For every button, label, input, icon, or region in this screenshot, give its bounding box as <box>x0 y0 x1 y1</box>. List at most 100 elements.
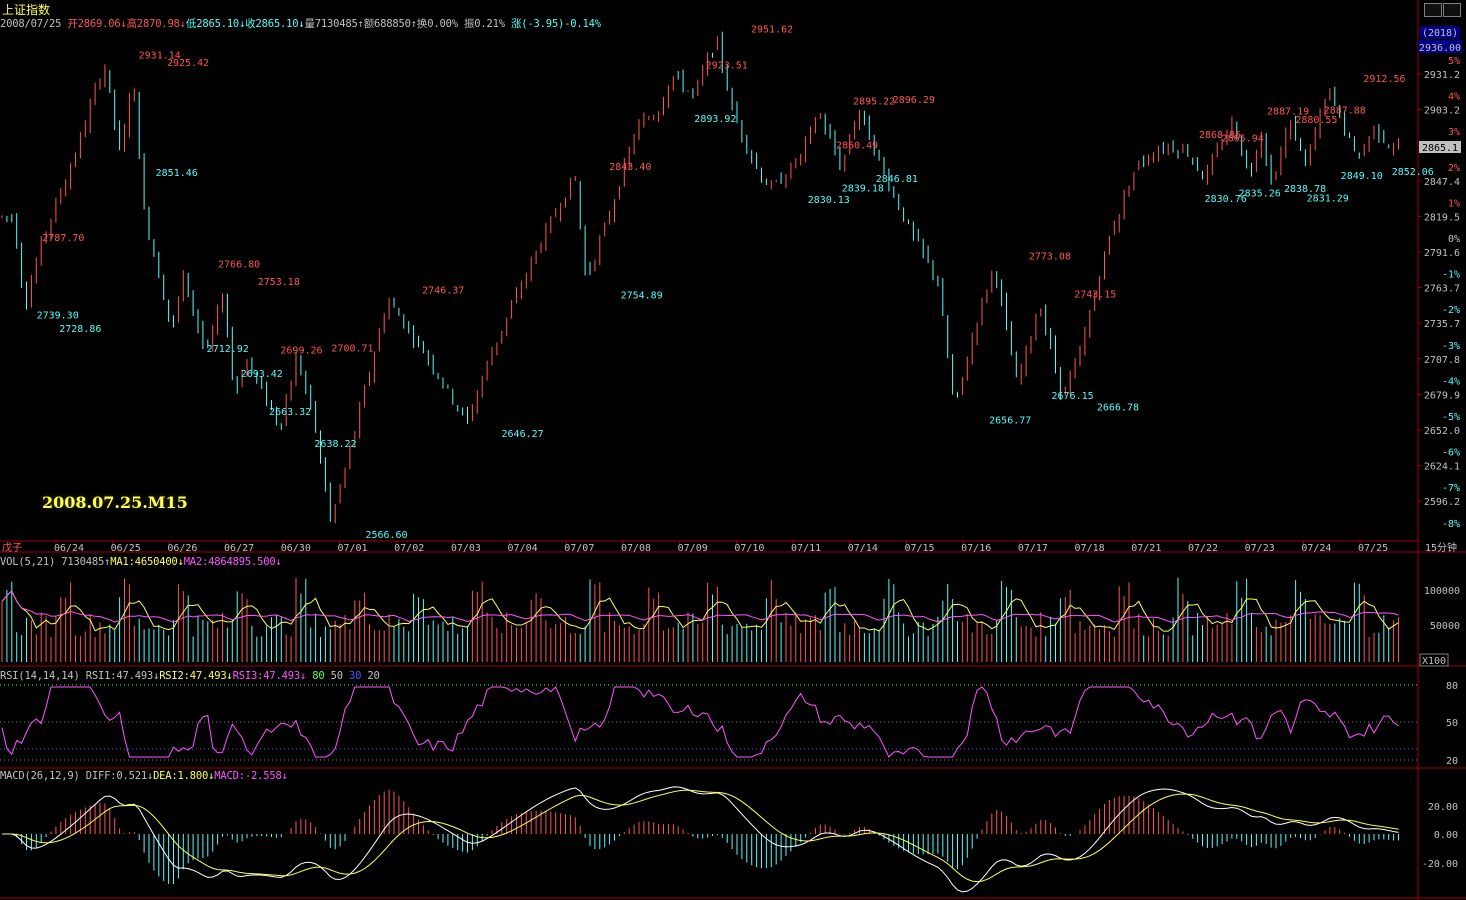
date-label: 07/24 <box>1301 543 1331 554</box>
price-annotation: 2830.76 <box>1205 194 1247 205</box>
window-toggle-icon[interactable] <box>1424 3 1442 17</box>
date-label: 07/01 <box>337 543 367 554</box>
date-label: 07/04 <box>508 543 538 554</box>
ohlc-header: 2008/07/25 开2869.06↓高2870.98↓低2865.10↓收2… <box>0 18 601 30</box>
price-annotation: 2865.94 <box>1222 133 1264 144</box>
pct-label: 5% <box>1448 56 1460 67</box>
macd-diff: DIFF:0.521 <box>85 770 147 782</box>
date-label: 07/18 <box>1075 543 1105 554</box>
price-annotation: 2831.29 <box>1307 194 1349 205</box>
period-label: 2008.07.25.M15 <box>42 493 188 512</box>
price-annotation: 2896.29 <box>893 95 935 106</box>
price-annotation: 2830.13 <box>808 195 850 206</box>
header-turnover: 换0.00% <box>416 18 458 30</box>
price-annotation: 2693.42 <box>241 369 283 380</box>
header-amount: 额688850 <box>363 18 411 30</box>
price-annotation: 2712.92 <box>207 344 249 355</box>
price-annotation: 2838.78 <box>1284 184 1326 195</box>
rsi1-value: RSI1:47.493 <box>85 670 154 682</box>
price-label: 2735.7 <box>1424 319 1460 330</box>
price-annotation: 2739.30 <box>37 311 79 322</box>
price-annotation: 2566.60 <box>365 530 407 541</box>
date-label: 07/14 <box>848 543 878 554</box>
rsi-level-80: 80 <box>312 670 325 682</box>
price-annotation: 2773.08 <box>1029 252 1071 263</box>
date-label: 07/23 <box>1245 543 1275 554</box>
date-label: 07/07 <box>564 543 594 554</box>
rsi-label: RSI(14,14,14) <box>0 670 80 682</box>
price-annotation: 2895.22 <box>853 96 895 107</box>
pct-label: 3% <box>1448 127 1460 138</box>
rsi-header: RSI(14,14,14) RSI1:47.493↓RSI2:47.493↓RS… <box>0 670 380 682</box>
pct-label: -3% <box>1442 341 1460 352</box>
pct-label: -8% <box>1442 519 1460 530</box>
date-label: 07/25 <box>1358 543 1388 554</box>
date-label: 07/17 <box>1018 543 1048 554</box>
index-title: 上证指数 <box>2 3 51 17</box>
price-annotation: 2766.80 <box>218 260 260 271</box>
date-label: 06/27 <box>224 543 254 554</box>
vol-unit: X100 <box>1422 656 1446 667</box>
price-annotation: 2754.89 <box>621 291 663 302</box>
pct-label: -2% <box>1442 305 1460 316</box>
date-label: 07/15 <box>904 543 934 554</box>
price-label: 2652.0 <box>1424 426 1460 437</box>
header-high: 高2870.98 <box>126 18 180 30</box>
pct-label: 2% <box>1448 163 1460 174</box>
date-label: 06/24 <box>54 543 84 554</box>
current-price-box <box>1419 141 1461 153</box>
date-label: 07/11 <box>791 543 821 554</box>
rsi-tick: 50 <box>1446 718 1458 729</box>
timeframe-label: 15分钟 <box>1425 541 1457 554</box>
price-annotation: 2700.71 <box>331 344 373 355</box>
price-annotation: 2846.81 <box>876 174 918 185</box>
pct-label: -6% <box>1442 448 1460 459</box>
pct-label: 1% <box>1448 198 1460 209</box>
date-label: 07/22 <box>1188 543 1218 554</box>
pct-label: -5% <box>1442 412 1460 423</box>
price-label: 2819.5 <box>1424 212 1460 223</box>
date-label: 07/08 <box>621 543 651 554</box>
pct-label: -7% <box>1442 483 1460 494</box>
macd-tick: 20.00 <box>1428 802 1458 813</box>
price-annotation: 2663.32 <box>269 407 311 418</box>
vol-unit-box <box>1419 653 1449 667</box>
price-label: 2931.2 <box>1424 70 1460 81</box>
date-label: 07/10 <box>734 543 764 554</box>
price-annotation: 2638.22 <box>314 439 356 450</box>
date-label: 06/30 <box>281 543 311 554</box>
macd-header: MACD(26,12,9) DIFF:0.521↓DEA:1.800↓MACD:… <box>0 770 288 782</box>
price-label: 2624.1 <box>1424 462 1460 473</box>
price-annotation: 2646.27 <box>502 429 544 440</box>
vol-label: VOL(5,21) <box>0 556 56 568</box>
price-annotation: 2851.46 <box>156 168 198 179</box>
price-annotation: 2880.55 <box>1295 115 1337 126</box>
price-label: 2596.2 <box>1424 497 1460 508</box>
price-annotation: 2666.78 <box>1097 403 1139 414</box>
price-annotation: 2835.26 <box>1239 188 1281 199</box>
price-annotation: 2931.14 <box>139 51 181 62</box>
pct-label: -1% <box>1442 270 1460 281</box>
price-label: 2679.9 <box>1424 390 1460 401</box>
price-annotation: 2852.06 <box>1392 167 1434 178</box>
price-annotation: 2699.26 <box>280 345 322 356</box>
rsi3-value: RSI3:47.493 <box>232 670 301 682</box>
vol-ma1-line <box>1 590 1399 632</box>
vol-value: 7130485 <box>61 556 105 568</box>
date-label: 06/25 <box>111 543 141 554</box>
macd-macd: MACD:-2.558 <box>214 770 282 782</box>
price-annotation: 2843.40 <box>609 162 651 173</box>
vol-ma2: MA2:4864895.500 <box>183 556 276 568</box>
corner-label: 戊子 <box>2 542 22 554</box>
price-label: 2847.4 <box>1424 177 1460 188</box>
window-mode-icon[interactable] <box>1443 3 1461 17</box>
price-label: 2763.7 <box>1424 284 1460 295</box>
header-change: 涨(-3.95)-0.14% <box>511 18 601 30</box>
macd-diff-line <box>2 786 1399 893</box>
price-annotation: 2868.85 <box>1199 130 1241 141</box>
date-label: 07/03 <box>451 543 481 554</box>
price-annotation: 2676.15 <box>1052 391 1094 402</box>
badge-price-text: 2936.00 <box>1419 43 1461 54</box>
price-annotation: 2656.77 <box>989 415 1031 426</box>
